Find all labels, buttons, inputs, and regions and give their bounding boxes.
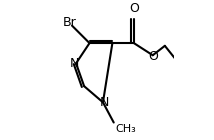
Text: O: O xyxy=(129,2,139,15)
Text: N: N xyxy=(100,96,109,109)
Text: Br: Br xyxy=(62,16,76,29)
Text: O: O xyxy=(149,50,158,63)
Text: N: N xyxy=(70,57,79,70)
Text: CH₃: CH₃ xyxy=(115,124,136,134)
